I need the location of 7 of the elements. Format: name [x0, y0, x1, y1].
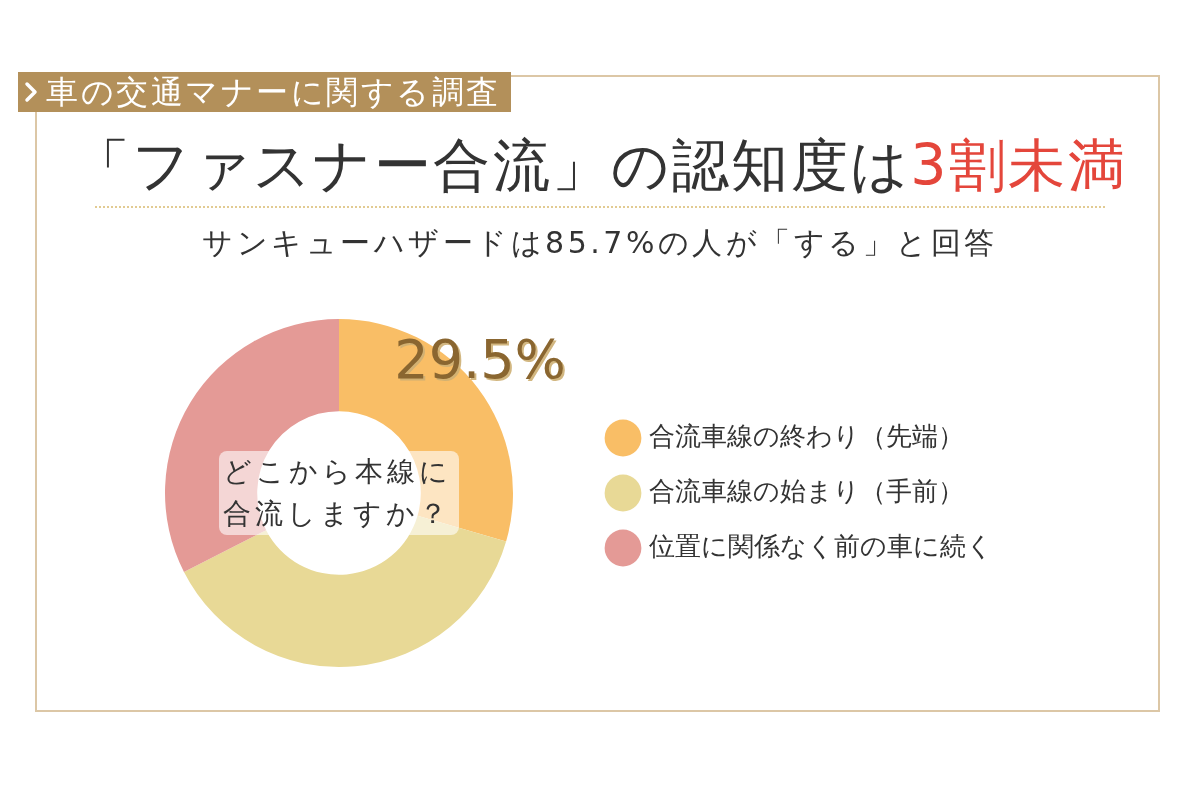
- legend-label: 合流車線の終わり（先端）: [649, 420, 964, 451]
- text: どこから本線に合流しますか？: [219, 451, 459, 535]
- chart-title: 「ファスナー合流」の認知度は3割未満: [72, 132, 1128, 198]
- text: 車の交通マナーに関する調査: [46, 72, 501, 112]
- legend-label: 合流車線の始まり（手前）: [649, 475, 964, 506]
- chart-subtitle: サンキューハザードは85.7%の人が「する」と回答: [201, 224, 999, 262]
- legend-label: 位置に関係なく前の車に続く: [649, 530, 993, 561]
